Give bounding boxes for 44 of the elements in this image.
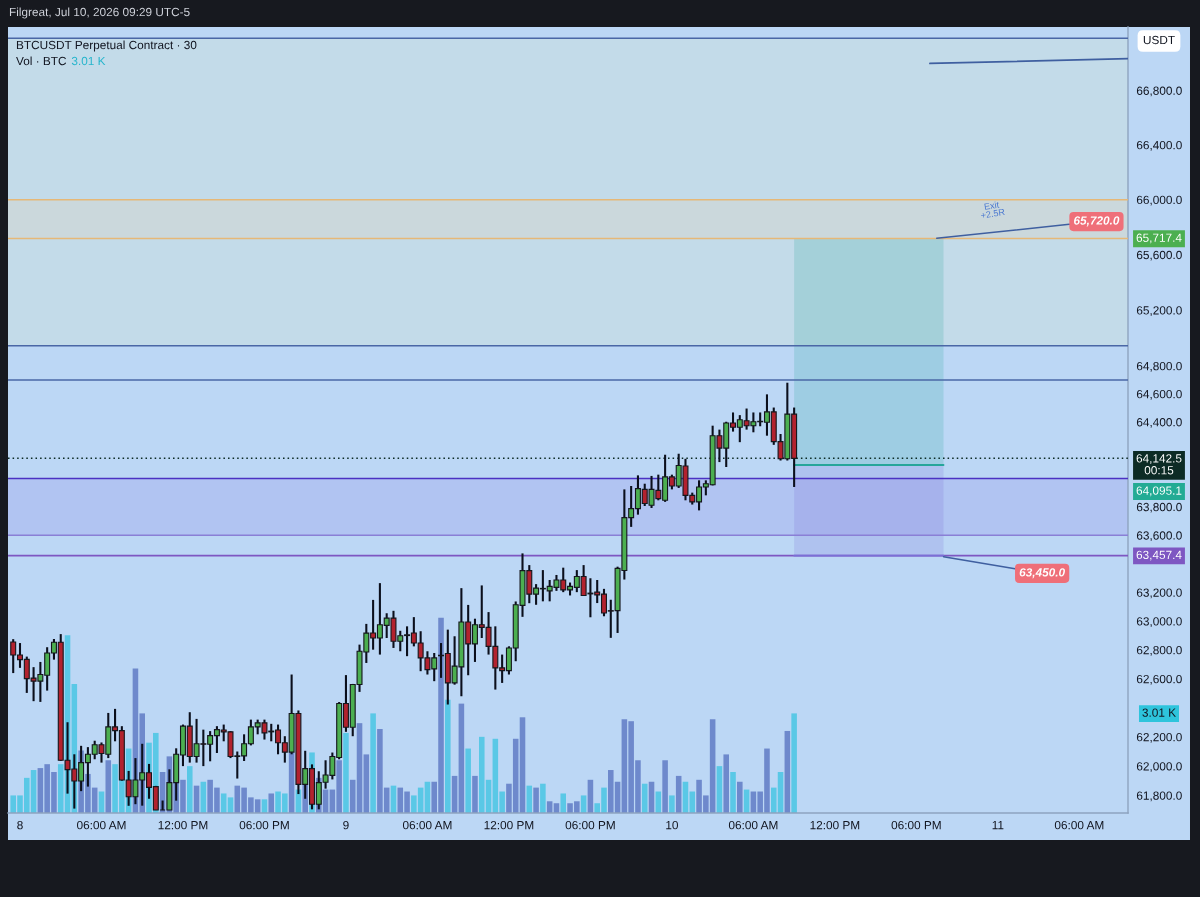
y-tick-label: 65,600.0 [1136,250,1182,261]
annotation: 63,450.0 [1019,568,1065,579]
annotation: Exit +2.5R [980,201,1005,219]
x-tick-label: 06:00 PM [239,820,289,830]
y-tick-label: 62,000.0 [1136,762,1182,772]
y-tick-label: 66,400.0 [1136,140,1182,151]
x-tick-label: 12:00 PM [810,820,860,830]
y-tick-label: 63,600.0 [1136,531,1182,542]
annotation: 3.01 K [71,56,106,66]
text: BTCUSDT Perpetual Contract · 30 [16,40,197,52]
x-tick-label: 9 [343,820,349,830]
y-tick-label: 63,000.0 [1136,617,1182,627]
x-tick-label: 06:00 AM [402,820,452,830]
x-tick-label: 11 [992,821,1004,830]
y-tick-label: 62,200.0 [1136,732,1182,743]
ref-line-label: 63,457.4 [1136,550,1182,561]
chart-title: Vol · BTC [16,56,67,66]
y-tick-label: 64,400.0 [1136,418,1182,428]
y-tick-label: 62,800.0 [1136,646,1182,656]
y-tick-label: 62,600.0 [1136,674,1182,685]
x-tick-label: 12:00 PM [158,820,208,830]
y-tick-label: 63,800.0 [1136,502,1182,513]
text: 65,717.4 [1136,233,1182,244]
y-axis-title: USDT [1143,35,1175,45]
text: 3.01 K [1142,708,1176,717]
y-tick-label: 64,800.0 [1136,361,1182,372]
x-tick-label: 06:00 AM [77,820,126,830]
y-tick-label: 63,200.0 [1136,588,1182,599]
x-tick-label: 8 [17,820,23,830]
text: 64,095.1 [1136,486,1182,497]
x-tick-label: 06:00 PM [565,820,615,830]
x-tick-label: 12:00 PM [484,820,534,830]
x-tick-label: 10 [666,820,678,830]
x-tick-label: 06:00 PM [891,820,941,830]
y-tick-label: 65,200.0 [1136,306,1182,316]
y-tick-label: 64,600.0 [1136,389,1182,400]
y-tick-label: 66,000.0 [1136,195,1182,206]
x-tick-label: 06:00 AM [728,820,778,830]
y-tick-label: 66,800.0 [1136,86,1182,97]
y-tick-label: 61,800.0 [1136,791,1182,802]
x-tick-label: 06:00 AM [1054,820,1104,830]
annotation: 65,720.0 [1074,216,1120,227]
text: Filgreat, Jul 10, 2026 09:29 UTC-5 [9,7,190,19]
ref-line-label: 64,142.5 00:15 [1136,454,1182,475]
